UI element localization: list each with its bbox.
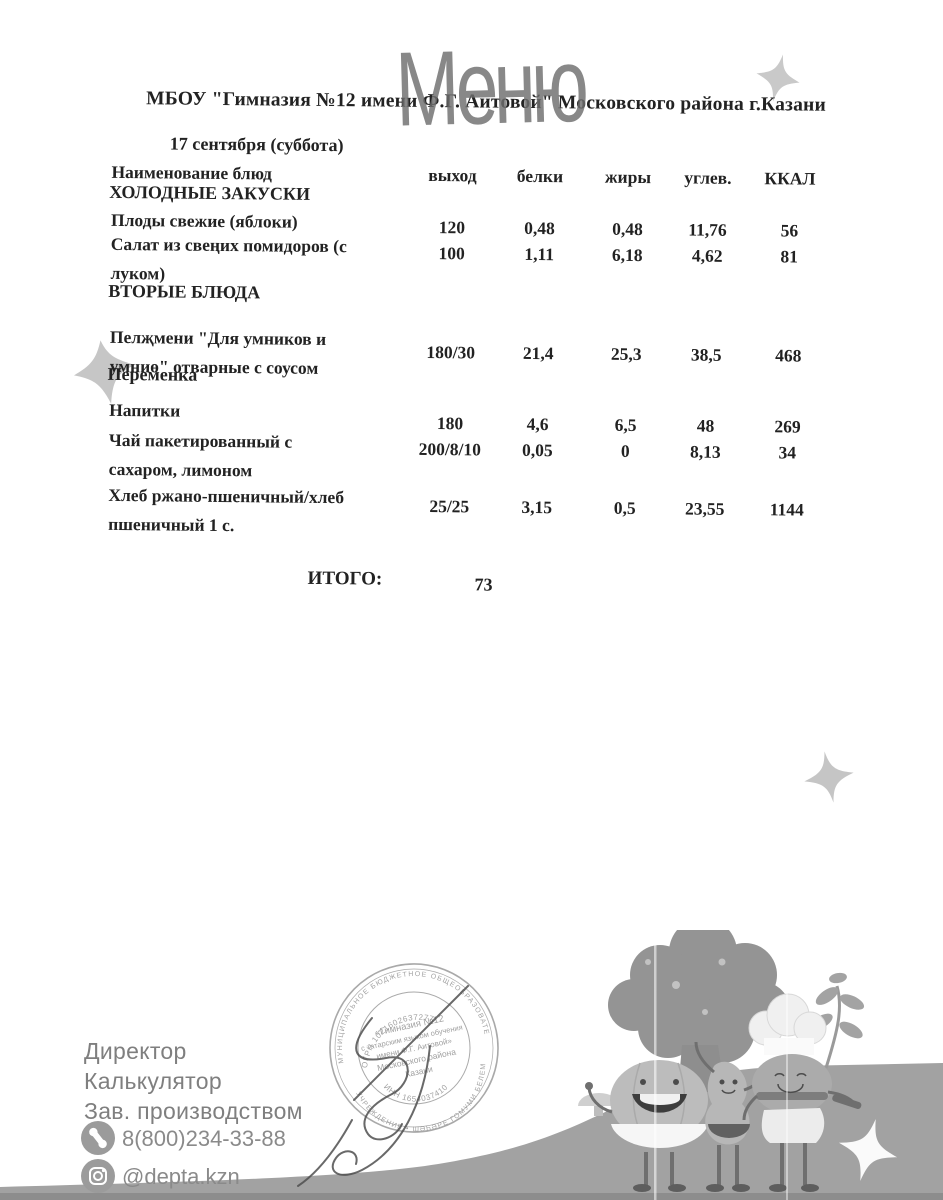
- value-carbs: 38,5: [690, 344, 722, 365]
- total-label: ИТОГО:: [307, 567, 383, 590]
- value-kcal: 34: [778, 442, 797, 463]
- value-protein: 1,11: [524, 243, 555, 265]
- value-fat: 25,3: [610, 343, 642, 365]
- col-header-out: выход: [428, 164, 477, 186]
- role-production: Зав. производством: [84, 1098, 303, 1124]
- value-out: 25/25: [429, 495, 470, 517]
- instagram-handle: @depta.kzn: [122, 1164, 240, 1189]
- white-star-icon: [838, 1118, 898, 1182]
- signature: [297, 985, 469, 1187]
- phone-icon: [81, 1121, 115, 1155]
- section-main-courses: ВТОРЫЕ БЛЮДА: [108, 280, 261, 303]
- scan-fold-lines: [654, 934, 788, 1200]
- chef-burger-character: [742, 993, 862, 1192]
- value-fat: 6,18: [611, 244, 643, 266]
- menu-item-name: Напитки: [109, 399, 181, 421]
- total-value: 73: [474, 574, 493, 595]
- col-header-carbs: углев.: [684, 167, 732, 188]
- phone-number: 8(800)234-33-88: [122, 1126, 286, 1151]
- value-out: 100: [438, 243, 465, 264]
- value-kcal: 81: [780, 246, 799, 267]
- section-cold-appetizers: ХОЛОДНЫЕ ЗАКУСКИ: [109, 181, 311, 204]
- value-carbs: 23,55: [685, 498, 725, 519]
- table-row: Хлеб ржано-пшеничный/хлеб пшеничный 1 с.…: [0, 480, 939, 549]
- menu-date: 17 сентября (суббота): [169, 133, 344, 156]
- value-fat: 0,5: [613, 497, 636, 518]
- value-carbs: 8,13: [689, 441, 721, 462]
- value-out: 180/30: [426, 341, 476, 363]
- value-kcal: 468: [775, 345, 802, 366]
- role-calculator: Калькулятор: [84, 1068, 222, 1094]
- value-out: 200/8/10: [418, 438, 482, 460]
- instagram-icon: [81, 1159, 115, 1193]
- col-header-protein: белки: [516, 165, 564, 187]
- sparkle-blob-icon: [73, 340, 136, 404]
- value-protein: 0,05: [521, 439, 553, 461]
- peanut-character: [694, 1041, 766, 1192]
- value-fat: 0: [620, 440, 630, 461]
- menu-item-name: Хлеб ржано-пшеничный/хлеб пшеничный 1 с.: [108, 484, 345, 536]
- mushroom: [578, 1093, 620, 1116]
- col-header-fat: жиры: [604, 166, 652, 188]
- sparkle-icon: [756, 54, 800, 102]
- sparkle-icon: [804, 751, 854, 803]
- value-protein: 3,15: [521, 496, 553, 518]
- col-header-kcal: ККАЛ: [764, 168, 816, 189]
- value-kcal: 1144: [769, 499, 804, 520]
- handwritten-menu-title: Меню: [394, 26, 586, 149]
- value-protein: 21,4: [522, 342, 554, 364]
- value-carbs: 4,62: [691, 245, 723, 266]
- role-director: Директор: [84, 1038, 187, 1064]
- melon-character: [585, 1060, 708, 1192]
- menu-item-name: Чай пакетированный с сахаром, лимоном: [108, 429, 293, 481]
- footer-illustration: [0, 930, 943, 1200]
- section-peremenka: Переменка: [107, 363, 198, 385]
